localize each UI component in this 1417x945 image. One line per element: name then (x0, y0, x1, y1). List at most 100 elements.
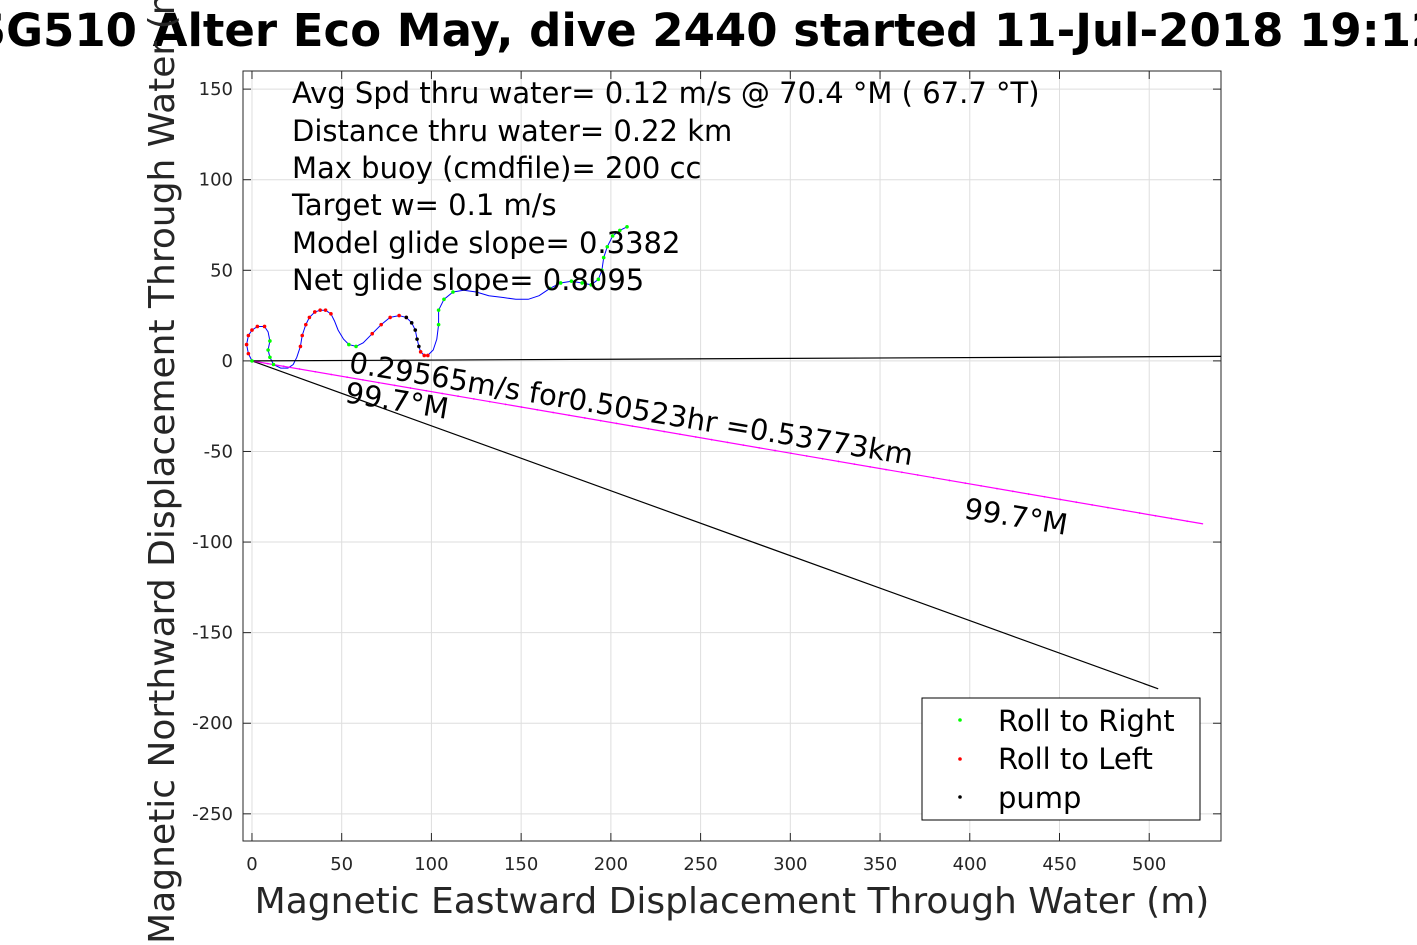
roll-right-marker (347, 342, 351, 347)
roll-right-marker (580, 281, 584, 285)
current-line-marker (599, 419, 602, 422)
roll-left-marker (312, 310, 317, 314)
current-line-marker (932, 476, 935, 479)
current-line-marker (1186, 520, 1189, 523)
ticks: 0 50 100 150 200 250 300 350 400 450 500150100500-… (192, 71, 1221, 875)
y-tick-label: -200 (192, 713, 233, 734)
roll-left-marker (388, 315, 392, 320)
roll-right-marker (601, 255, 606, 260)
current-line-marker (552, 411, 555, 414)
x-tick-label: 400 (953, 854, 987, 875)
x-axis-label: Magnetic Eastward Displacement Through W… (255, 881, 1210, 922)
current-line-marker (663, 430, 666, 433)
current-line-marker (362, 379, 364, 381)
current-line-marker (298, 368, 301, 370)
x-tick-label: 500 (1132, 854, 1166, 875)
current-line-marker (853, 463, 856, 466)
roll-left-marker (370, 331, 375, 336)
y-tick-label: -100 (192, 532, 233, 553)
roll-right-marker (625, 225, 629, 229)
pump-marker (404, 315, 409, 320)
current-line-marker (409, 387, 412, 389)
info-line: Max buoy (cmdfile)= 200 cc (292, 151, 701, 185)
roll-right-marker (558, 281, 563, 285)
pump-marker (417, 344, 421, 349)
y-tick-label: -50 (204, 441, 233, 462)
roll-left-marker (323, 308, 328, 312)
roll-right-marker (436, 322, 441, 327)
y-tick-label: -150 (192, 623, 233, 644)
roll-left-marker (422, 353, 427, 358)
current-line-marker (282, 365, 285, 368)
roll-right-marker (250, 359, 254, 363)
pump-marker (415, 337, 419, 341)
roll-right-marker (600, 268, 604, 273)
current-line-marker (1043, 495, 1046, 498)
roll-left-marker (307, 315, 312, 320)
x-tick-label: 300 (773, 854, 807, 875)
current-line-marker (821, 457, 824, 460)
current-line-marker (615, 422, 618, 425)
roll-left-marker (379, 322, 383, 327)
roll-left-marker (298, 344, 303, 349)
current-line-marker (1170, 517, 1173, 520)
x-tick-label: 0 (246, 854, 257, 875)
series-zero-line (251, 355, 1222, 362)
current-line-marker (948, 479, 951, 482)
current-line-marker (1059, 498, 1062, 501)
roll-right-marker (451, 290, 455, 294)
roll-left-marker (397, 313, 401, 318)
current-line-marker (457, 395, 459, 398)
roll-right-marker (442, 297, 446, 302)
roll-right-marker (268, 339, 272, 343)
info-line: Model glide slope= 0.3382 (292, 226, 680, 260)
x-tick-label: 200 (594, 854, 628, 875)
current-line-marker (631, 425, 634, 428)
legend-marker-roll-left (958, 757, 962, 761)
markers-group (244, 225, 1189, 523)
plot-area (242, 70, 1222, 842)
info-line: Net glide slope= 0.8095 (292, 263, 644, 297)
current-line-marker (568, 414, 570, 417)
roll-left-marker (244, 342, 249, 347)
legend-label-roll-right: Roll to Right (998, 704, 1175, 738)
x-tick-label: 350 (863, 854, 897, 875)
y-tick-label: 100 (199, 170, 233, 191)
current-line-marker (520, 406, 523, 408)
info-line: Avg Spd thru water= 0.12 m/s @ 70.4 °M (… (292, 76, 1040, 110)
info-block: Avg Spd thru water= 0.12 m/s @ 70.4 °M (… (291, 76, 1040, 297)
current-line-marker (393, 384, 396, 387)
y-axis-label: Magnetic Northward Displacement Through … (142, 0, 183, 944)
y-tick-label: 150 (199, 79, 233, 100)
roll-right-marker (618, 228, 622, 233)
grid (243, 71, 1221, 841)
heading-annotation-far: 99.7°M (962, 491, 1070, 542)
y-tick-label: 0 (222, 351, 233, 372)
current-line-marker (1122, 509, 1125, 512)
roll-right-marker (610, 234, 615, 238)
roll-right-marker (569, 279, 574, 283)
current-line-marker (964, 482, 967, 485)
current-line-marker (900, 471, 903, 474)
roll-right-marker (268, 355, 272, 360)
current-line-marker (1107, 506, 1109, 509)
current-line-marker (377, 381, 380, 384)
current-line-marker (885, 468, 887, 471)
roll-right-marker (605, 244, 610, 249)
x-tick-label: 250 (683, 854, 717, 875)
current-line-marker (758, 446, 761, 449)
current-line-marker (1075, 501, 1078, 504)
legend-box (921, 697, 1201, 821)
current-line-marker (1091, 504, 1093, 506)
current-line-marker (837, 460, 840, 463)
current-line-marker (330, 373, 333, 376)
legend-marker-pump (958, 795, 962, 799)
current-line-marker (583, 417, 586, 419)
current-line-marker (266, 362, 269, 365)
pump-marker (413, 328, 418, 332)
current-line-marker (726, 441, 729, 444)
roll-right-marker (354, 344, 358, 349)
pump-marker (409, 321, 414, 325)
current-line-marker (916, 474, 919, 476)
current-line-marker (472, 398, 475, 400)
